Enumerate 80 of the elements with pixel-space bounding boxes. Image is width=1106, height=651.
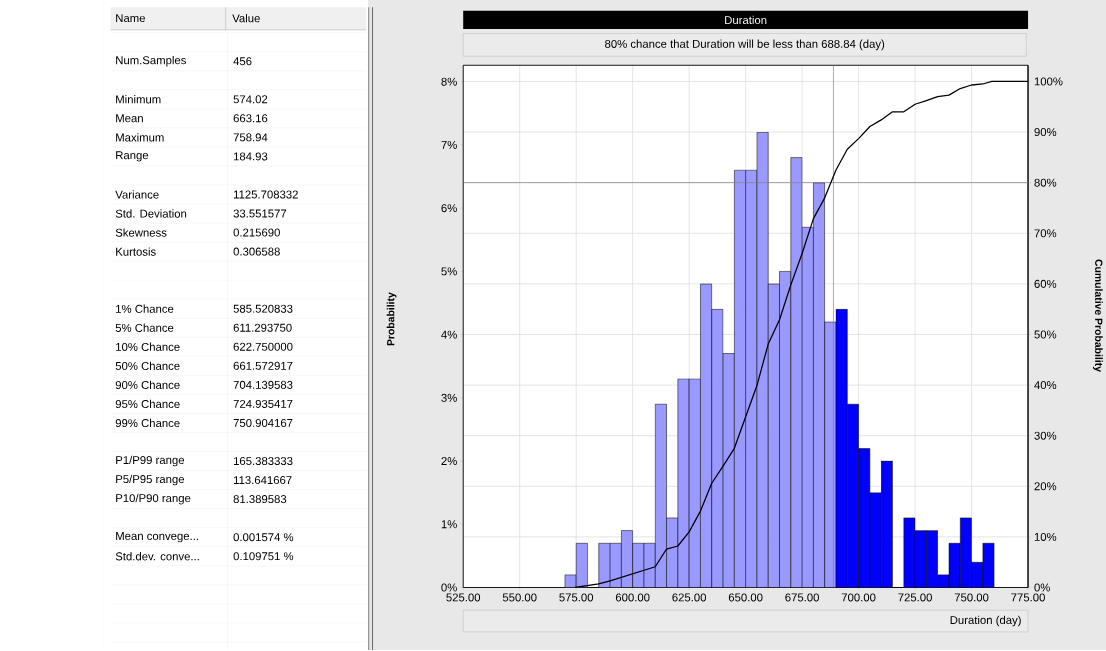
text: 1125.708332 — [233, 190, 298, 199]
y2-axis-title: Cumulative Probability — [1093, 259, 1103, 373]
text: Std.dev. conve... — [115, 552, 199, 561]
text: 758.94 — [233, 133, 268, 142]
text: 0.109751 % — [233, 552, 294, 561]
text: 574.02 — [233, 95, 268, 104]
text: 663.16 — [233, 114, 268, 123]
chart-subtitle: 80% chance that Duration will be less than 688.84 (day) — [605, 39, 885, 51]
text: Value — [232, 14, 260, 23]
text: 585.520833 — [233, 304, 293, 313]
text: 704.139583 — [233, 381, 293, 390]
y-tick-label: 7% — [441, 141, 457, 150]
text: 622.750000 — [233, 342, 293, 352]
text: Name — [116, 14, 145, 23]
text: Mean — [116, 114, 143, 123]
x-axis-title: Duration (day) — [950, 615, 1021, 627]
y2-tick-label: 90% — [1034, 128, 1057, 137]
y2-tick-label: 60% — [1034, 280, 1057, 289]
text: 81.389583 — [233, 495, 287, 504]
y2-tick-label: 0% — [1034, 583, 1050, 592]
text: 10% Chance — [116, 342, 180, 352]
y-tick-label: 8% — [441, 77, 457, 86]
y-tick-label: 6% — [441, 204, 457, 213]
text: 456 — [233, 57, 252, 66]
text: 50% Chance — [115, 361, 180, 371]
x-tick-label: 750.00 — [954, 593, 989, 602]
text: Variance — [115, 190, 159, 199]
x-tick-label: 600.00 — [615, 593, 650, 602]
text: 0.001574 % — [233, 533, 294, 542]
y-axis-title: Probability — [386, 292, 397, 346]
x-tick-label: 725.00 — [898, 593, 932, 602]
y2-tick-label: 80% — [1034, 178, 1057, 187]
text: 165.383333 — [233, 457, 293, 466]
text: 184.93 — [233, 152, 268, 161]
y2-tick-label: 10% — [1034, 533, 1057, 542]
x-tick-label: 575.00 — [559, 593, 594, 602]
text: P10/P90 range — [116, 494, 191, 505]
text: Minimum — [116, 95, 161, 104]
text: 113.641667 — [233, 476, 292, 485]
text: Range — [116, 151, 149, 162]
y2-tick-label: 30% — [1034, 431, 1057, 440]
x-tick-label: 650.00 — [728, 593, 763, 602]
text: 99% Chance — [115, 418, 180, 428]
text: 1% Chance — [116, 304, 174, 314]
y-tick-label: 5% — [441, 267, 457, 276]
text: 0.306588 — [233, 247, 280, 256]
y2-tick-label: 70% — [1034, 229, 1057, 238]
x-tick-label: 525.00 — [446, 593, 481, 602]
y-tick-label: 0% — [441, 583, 457, 592]
text: 661.572917 — [233, 362, 293, 371]
text: Num.Samples — [116, 56, 186, 67]
y-tick-label: 1% — [441, 520, 457, 529]
y-tick-label: 4% — [441, 330, 457, 339]
text: 33.551577 — [233, 209, 287, 218]
x-tick-label: 675.00 — [785, 593, 819, 602]
text: Mean convege... — [116, 532, 198, 543]
y2-tick-label: 20% — [1034, 482, 1057, 491]
y2-tick-label: 50% — [1034, 330, 1057, 339]
text: P1/P99 range — [116, 455, 185, 467]
text: 5% Chance — [115, 323, 174, 333]
x-tick-label: 625.00 — [672, 593, 707, 602]
text: 90% Chance — [115, 380, 180, 390]
text: 724.935417 — [233, 400, 293, 409]
text: 0.215690 — [233, 228, 280, 237]
y2-tick-label: 100% — [1034, 77, 1063, 86]
text: Kurtosis — [116, 247, 156, 256]
text: Skewness — [115, 228, 167, 237]
chart-title: Duration — [725, 15, 767, 25]
y2-tick-label: 40% — [1034, 381, 1057, 390]
text: Maximum — [116, 133, 164, 142]
text: 750.904167 — [233, 419, 293, 428]
text: 95% Chance — [115, 399, 180, 409]
x-tick-label: 550.00 — [502, 593, 537, 602]
x-tick-label: 775.00 — [1011, 593, 1045, 602]
text: Std. Deviation — [115, 209, 187, 218]
x-tick-label: 700.00 — [841, 593, 876, 602]
y-tick-label: 2% — [441, 457, 457, 466]
y-tick-label: 3% — [441, 394, 457, 403]
text: P5/P95 range — [116, 474, 185, 486]
text: 611.293750 — [233, 323, 292, 332]
